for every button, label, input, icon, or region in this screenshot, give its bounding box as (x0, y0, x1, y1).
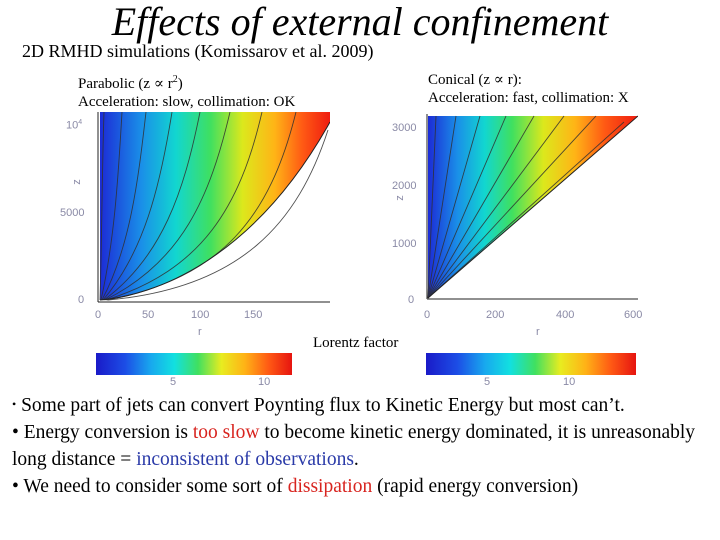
left-xtick-3: 150 (244, 309, 263, 321)
right-xtick-3: 600 (624, 309, 643, 321)
right-ytick-1: 1000 (392, 238, 417, 250)
left-ytick-1: 5000 (60, 207, 85, 219)
left-field-lines (99, 112, 329, 301)
right-ytick-3: 3000 (392, 122, 417, 134)
right-xtick-2: 400 (556, 309, 575, 321)
left-cbar-tick-1: 10 (258, 376, 271, 388)
bullet-3: • We need to consider some sort of dissi… (12, 476, 579, 497)
left-colorbar (96, 353, 292, 375)
colorbar-label: Lorentz factor (313, 335, 399, 351)
right-ytick-2: 2000 (392, 180, 417, 192)
right-cbar-tick-0: 5 (484, 376, 491, 388)
left-ytick-0: 0 (78, 294, 85, 306)
left-caption-line2: Acceleration: slow, collimation: OK (78, 94, 296, 110)
right-x-axis-label: r (536, 326, 540, 338)
bullet-2: • Energy conversion is too slow to becom… (12, 422, 696, 470)
right-caption: Conical (z ∝ r): Acceleration: fast, col… (428, 71, 629, 107)
left-jet-region (100, 112, 330, 300)
right-xtick-0: 0 (424, 309, 431, 321)
left-caption-line1: Parabolic (z ∝ r2) (78, 74, 183, 92)
right-y-axis-label: z (393, 195, 406, 201)
right-ytick-0: 0 (408, 294, 415, 306)
left-jet-plot (97, 112, 330, 303)
right-xtick-1: 200 (486, 309, 505, 321)
slide-title: Effects of external confinement (111, 0, 609, 44)
right-colorbar (426, 353, 636, 375)
left-ytick-2: 104 (66, 119, 83, 132)
left-xtick-2: 100 (191, 309, 210, 321)
left-x-axis-label: r (198, 326, 202, 338)
left-cbar-tick-0: 5 (170, 376, 177, 388)
right-jet-plot (426, 114, 638, 300)
right-caption-line1: Conical (z ∝ r): (428, 72, 522, 88)
left-caption: Parabolic (z ∝ r2) Acceleration: slow, c… (78, 71, 295, 111)
left-xtick-0: 0 (95, 309, 102, 321)
right-caption-line2: Acceleration: fast, collimation: X (428, 90, 629, 106)
bullet-list: • Some part of jets can convert Poynting… (12, 391, 718, 500)
left-y-axis-label: z (70, 179, 83, 185)
left-xtick-1: 50 (142, 309, 155, 321)
slide-subtitle: 2D RMHD simulations (Komissarov et al. 2… (22, 41, 374, 61)
right-field-lines (427, 115, 625, 299)
right-cbar-tick-1: 10 (563, 376, 576, 388)
bullet-1: • Some part of jets can convert Poynting… (12, 395, 625, 416)
